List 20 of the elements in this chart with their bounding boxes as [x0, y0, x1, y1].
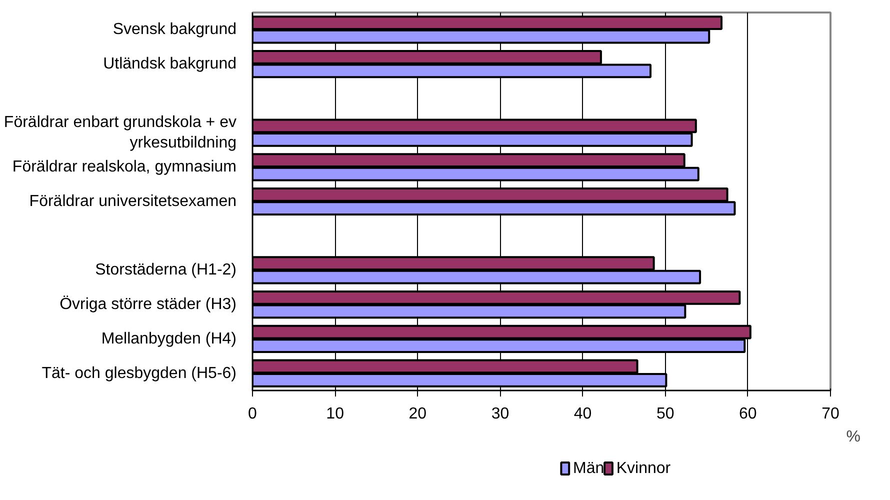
- x-tick-label: 30: [491, 406, 510, 422]
- y-tick-label: Föräldrar enbart grundskola + ev yrkesutbildning: [4, 114, 237, 152]
- x-tick-label: 60: [739, 406, 757, 422]
- legend-label: Kvinnor: [616, 460, 672, 477]
- y-tick-label: Föräldrar realskola, gymnasium: [12, 158, 236, 176]
- x-tick-label: 70: [822, 406, 840, 422]
- x-tick-label: 10: [326, 406, 344, 422]
- y-tick-label: Tät- och glesbygden (H5-6): [42, 364, 237, 382]
- y-tick-label: Övriga större städer (H3): [60, 295, 236, 314]
- x-axis-title: %: [846, 428, 861, 446]
- y-tick-label: Utländsk bakgrund: [103, 56, 237, 73]
- x-tick-label: 40: [574, 406, 592, 422]
- legend-label: Män: [573, 460, 604, 477]
- x-tick-label: 20: [408, 406, 427, 422]
- y-tick-label: Svensk bakgrund: [112, 21, 237, 38]
- y-tick-label: Mellanbygden (H4): [101, 330, 237, 348]
- y-tick-label: Föräldrar universitetsexamen: [29, 193, 237, 210]
- x-tick-label: 0: [248, 406, 258, 422]
- y-tick-label: Storstäderna (H1-2): [95, 262, 236, 279]
- x-tick-label: 50: [656, 406, 674, 422]
